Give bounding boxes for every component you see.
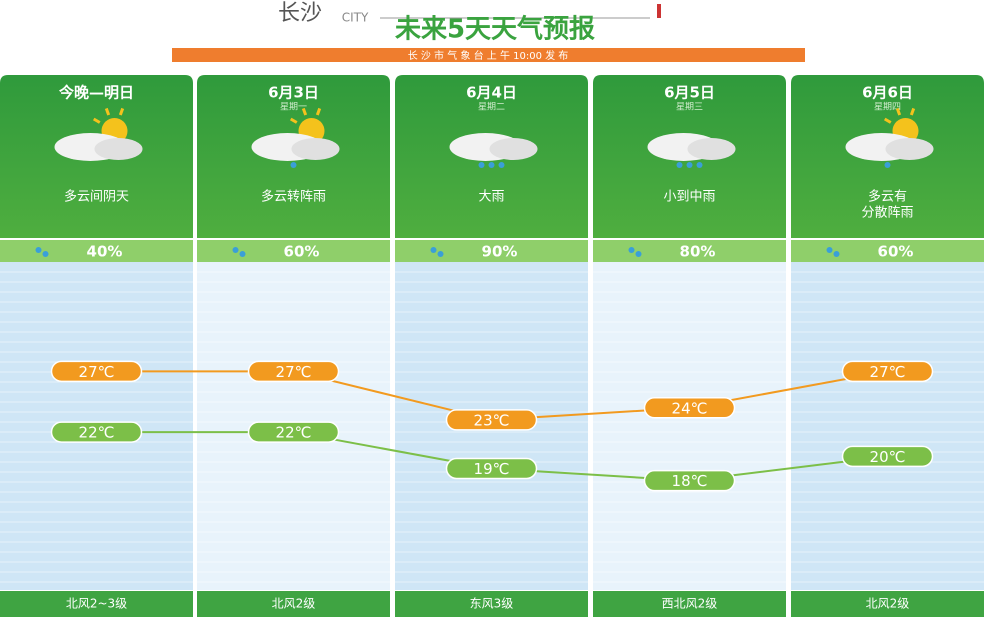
drop-icon xyxy=(232,247,239,253)
cloud xyxy=(94,138,143,160)
sun-ray xyxy=(895,107,902,116)
weather: 分散阵雨 xyxy=(861,206,913,221)
drop xyxy=(676,162,683,168)
cloud xyxy=(291,138,340,160)
temp-pill xyxy=(445,409,538,431)
wind: 东风3级 xyxy=(470,597,514,611)
wind-bar xyxy=(197,591,390,617)
weekday: 星期二 xyxy=(478,102,505,113)
sun-ray xyxy=(909,107,916,116)
rain-chance: 40% xyxy=(87,243,123,261)
drop-icon xyxy=(833,251,840,257)
wind-bar xyxy=(0,591,193,617)
subtitle: 长 沙 市 气 象 台 上 午 10:00 发 布 xyxy=(408,49,569,62)
cloud xyxy=(687,138,736,160)
rain-chance: 60% xyxy=(878,243,914,261)
temp-label: 22℃ xyxy=(79,424,115,442)
temp-pill xyxy=(643,469,736,492)
weekday: 星期一 xyxy=(280,102,307,113)
plot: 27℃ 27℃ 23℃ 24℃ 27℃ 22℃ 22℃ 19℃ 18℃ 20℃ xyxy=(50,360,934,492)
temp-pill xyxy=(841,360,934,383)
weekday: 星期四 xyxy=(874,102,901,113)
drop-icon xyxy=(826,247,833,253)
rain-chance: 90% xyxy=(482,243,518,261)
date: 6月4日 xyxy=(466,84,517,102)
subtitle-bar xyxy=(172,48,805,62)
temp-pill xyxy=(247,421,340,443)
wind-bar xyxy=(395,591,588,617)
temp-label: 27℃ xyxy=(870,363,906,381)
date: 今晚—明日 xyxy=(58,84,134,102)
wind: 北风2级 xyxy=(272,597,316,611)
temp-label: 19℃ xyxy=(474,460,510,478)
drop xyxy=(290,162,297,168)
sun-ray xyxy=(883,117,892,124)
drop xyxy=(478,162,485,168)
temp-label: 23℃ xyxy=(474,411,510,429)
date: 6月3日 xyxy=(268,84,319,102)
city: 长沙 xyxy=(278,1,322,26)
temp-label: 24℃ xyxy=(672,399,708,417)
temp-pill xyxy=(50,421,143,443)
chart-column xyxy=(593,262,786,590)
sun-ray xyxy=(118,107,125,116)
drop-icon xyxy=(635,251,642,257)
sun-ray xyxy=(315,107,322,116)
weather: 多云转阵雨 xyxy=(261,189,326,205)
rain-row xyxy=(0,240,193,262)
rain-row xyxy=(791,240,984,262)
drop-icon xyxy=(430,247,437,253)
sun-ray xyxy=(289,117,298,124)
temp-pill xyxy=(445,457,538,480)
drop xyxy=(488,162,495,168)
temp-pill xyxy=(247,360,340,383)
drop-icon xyxy=(628,247,635,253)
weather: 大雨 xyxy=(478,190,504,205)
drop xyxy=(696,162,703,168)
drop xyxy=(498,162,505,168)
sun-ray xyxy=(104,107,111,116)
weather: 小到中雨 xyxy=(663,190,715,205)
sun-ray xyxy=(301,107,308,116)
rain-chance: 60% xyxy=(284,243,320,261)
temp-pill xyxy=(643,397,736,419)
drop-icon xyxy=(437,251,444,257)
temp-pill xyxy=(841,445,934,468)
rain-row xyxy=(593,240,786,262)
temp-label: 18℃ xyxy=(672,472,708,490)
city-en: CITY xyxy=(342,11,369,25)
wind: 北风2~3级 xyxy=(66,597,127,611)
cloud xyxy=(489,138,538,160)
weekday: 星期三 xyxy=(676,102,703,113)
temp-label: 27℃ xyxy=(276,363,312,381)
weather: 多云有 xyxy=(868,189,907,205)
wind: 西北风2级 xyxy=(662,597,718,611)
drop xyxy=(884,162,891,168)
drop-icon xyxy=(42,251,49,257)
title: 未来5天天气预报 xyxy=(395,14,595,45)
rain-row xyxy=(395,240,588,262)
temp-label: 22℃ xyxy=(276,424,312,442)
wind-bar xyxy=(593,591,786,617)
drop xyxy=(686,162,693,168)
temp-label: 20℃ xyxy=(870,448,906,466)
date: 6月6日 xyxy=(862,84,913,102)
rain-row xyxy=(197,240,390,262)
thermometer xyxy=(657,4,661,18)
drop-icon xyxy=(35,247,42,253)
weather: 多云间阴天 xyxy=(64,189,129,205)
wind: 北风2级 xyxy=(866,597,910,611)
sun-ray xyxy=(92,117,101,124)
rain-chance: 80% xyxy=(680,243,716,261)
date: 6月5日 xyxy=(664,84,715,102)
drop-icon xyxy=(239,251,246,257)
cloud xyxy=(885,138,934,160)
chart-column xyxy=(791,262,984,590)
wind-bar xyxy=(791,591,984,617)
temp-pill xyxy=(50,360,143,383)
temp-label: 27℃ xyxy=(79,363,115,381)
